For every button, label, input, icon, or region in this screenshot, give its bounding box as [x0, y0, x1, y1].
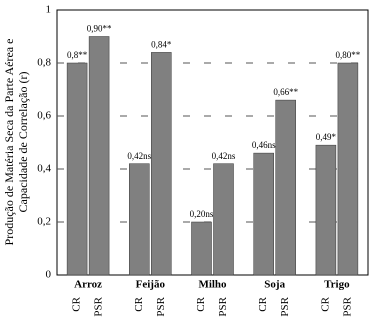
- series-label: PSR: [279, 296, 291, 316]
- y-axis-label: Capacidade de Correlação (r): [16, 72, 30, 213]
- value-label: 0,42ns: [212, 151, 236, 161]
- y-tick-label: 1: [46, 4, 52, 16]
- value-label: 0,66**: [273, 87, 298, 97]
- y-tick-label: 0,6: [37, 110, 51, 122]
- bar: [337, 62, 359, 276]
- value-label: 0,80**: [336, 50, 361, 60]
- x-category-label: Milho: [198, 279, 227, 291]
- series-label: CR: [71, 296, 83, 311]
- series-label: CR: [257, 296, 269, 311]
- series-label: CR: [133, 296, 145, 311]
- value-label: 0,46ns: [252, 140, 276, 150]
- value-label: 0,84*: [151, 39, 172, 49]
- series-label: PSR: [93, 296, 105, 316]
- series-label: CR: [195, 296, 207, 311]
- bar: [88, 36, 110, 276]
- y-tick-label: 0,2: [37, 216, 51, 228]
- series-label: PSR: [217, 296, 229, 316]
- series-label: PSR: [155, 296, 167, 316]
- x-category-label: Arroz: [74, 279, 102, 291]
- bar: [129, 163, 150, 276]
- value-label: 0,42ns: [127, 151, 151, 161]
- x-category-label: Soja: [264, 279, 285, 291]
- bar: [191, 221, 212, 276]
- bar: [275, 99, 296, 276]
- series-label: PSR: [341, 296, 353, 316]
- bar: [315, 144, 337, 276]
- y-tick-label: 0: [46, 269, 52, 281]
- bar: [151, 52, 172, 276]
- series-label: CR: [319, 296, 331, 311]
- bar: [66, 62, 88, 276]
- y-tick-label: 0,8: [37, 57, 51, 69]
- value-label: 0,8**: [67, 50, 88, 60]
- plot-frame: [56, 9, 369, 276]
- value-label: 0,20ns: [190, 209, 214, 219]
- y-axis-label: Produção de Matéria Seca da Parte Aérea …: [2, 39, 16, 246]
- value-label: 0,49*: [316, 132, 337, 142]
- bar: [253, 152, 274, 276]
- value-label: 0,90**: [87, 24, 112, 34]
- bar: [213, 163, 234, 276]
- x-category-label: Trigo: [324, 279, 350, 291]
- x-category-label: Feijão: [136, 279, 166, 291]
- y-tick-label: 0,4: [37, 163, 51, 175]
